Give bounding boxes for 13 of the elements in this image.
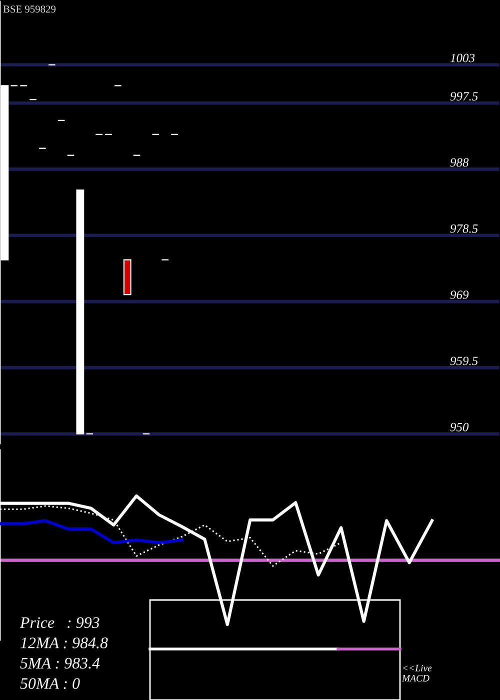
- y-tick-label: 950: [450, 422, 469, 432]
- y-tick-label: 959.5: [450, 356, 478, 366]
- annotation: Price : 993: [20, 617, 100, 628]
- text: 12MA : 984.8: [20, 638, 108, 648]
- text: <<Live MACD: [402, 664, 432, 682]
- y-tick-label: 969: [450, 290, 469, 299]
- text: 50MA : 0: [20, 678, 80, 689]
- y-tick-label: 988: [450, 158, 469, 167]
- y-tick-label: 978.5: [450, 224, 478, 233]
- y-tick-label: 1003: [450, 54, 475, 62]
- text: 5MA : 983.4: [20, 658, 100, 669]
- chart-title: BSE 959829: [3, 6, 56, 13]
- y-tick-label: 997.5: [450, 92, 478, 101]
